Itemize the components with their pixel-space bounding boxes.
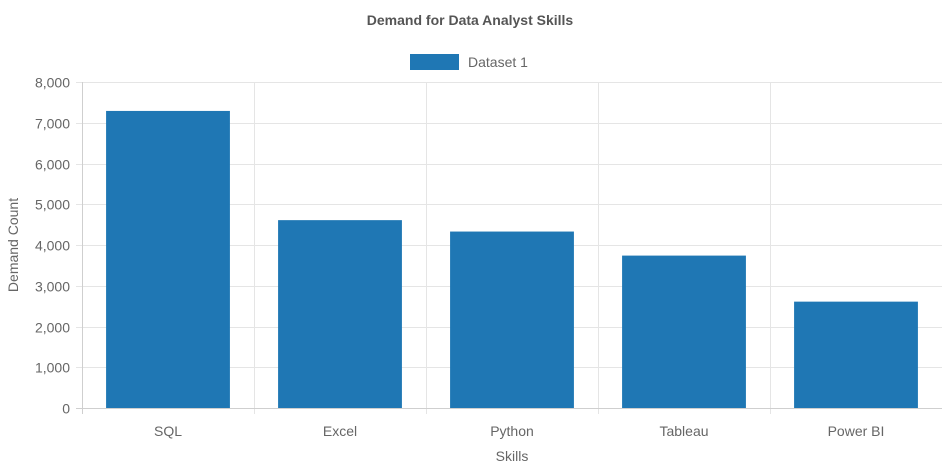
x-tick-label: Tableau xyxy=(659,423,708,439)
y-tick-label: 5,000 xyxy=(35,197,70,213)
y-tick-label: 1,000 xyxy=(35,360,70,376)
x-tick-label: Power BI xyxy=(828,423,885,439)
x-tick-label: Excel xyxy=(323,423,357,439)
y-tick-label: 2,000 xyxy=(35,320,70,336)
y-tick-label: 3,000 xyxy=(35,279,70,295)
y-tick-labels: 0 1,000 2,000 3,000 4,000 5,000 6,000 7,000 8,00… xyxy=(35,75,70,417)
x-tick-labels: SQL Excel Python Tableau Power BI xyxy=(154,423,884,439)
bar-sql[interactable] xyxy=(106,110,230,409)
x-tick-label: Python xyxy=(490,423,534,439)
y-axis-title: Demand Count xyxy=(5,198,21,292)
y-tick-label: 8,000 xyxy=(35,75,70,91)
y-tick-label: 4,000 xyxy=(35,238,70,254)
axes xyxy=(76,82,942,414)
y-tick-label: 0 xyxy=(62,401,70,417)
y-tick-label: 7,000 xyxy=(35,116,70,132)
x-axis-title: Skills xyxy=(496,448,529,464)
bar-excel[interactable] xyxy=(278,220,402,408)
bar-power-bi[interactable] xyxy=(794,301,918,408)
x-tick-label: SQL xyxy=(154,423,182,439)
bars xyxy=(106,110,918,409)
legend-label[interactable]: Dataset 1 xyxy=(468,54,528,70)
bar-python[interactable] xyxy=(450,231,574,408)
chart-title: Demand for Data Analyst Skills xyxy=(367,12,574,28)
y-tick-label: 6,000 xyxy=(35,157,70,173)
bar-tableau[interactable] xyxy=(622,255,746,408)
legend-swatch[interactable] xyxy=(410,54,459,70)
legend[interactable]: Dataset 1 xyxy=(410,54,528,70)
